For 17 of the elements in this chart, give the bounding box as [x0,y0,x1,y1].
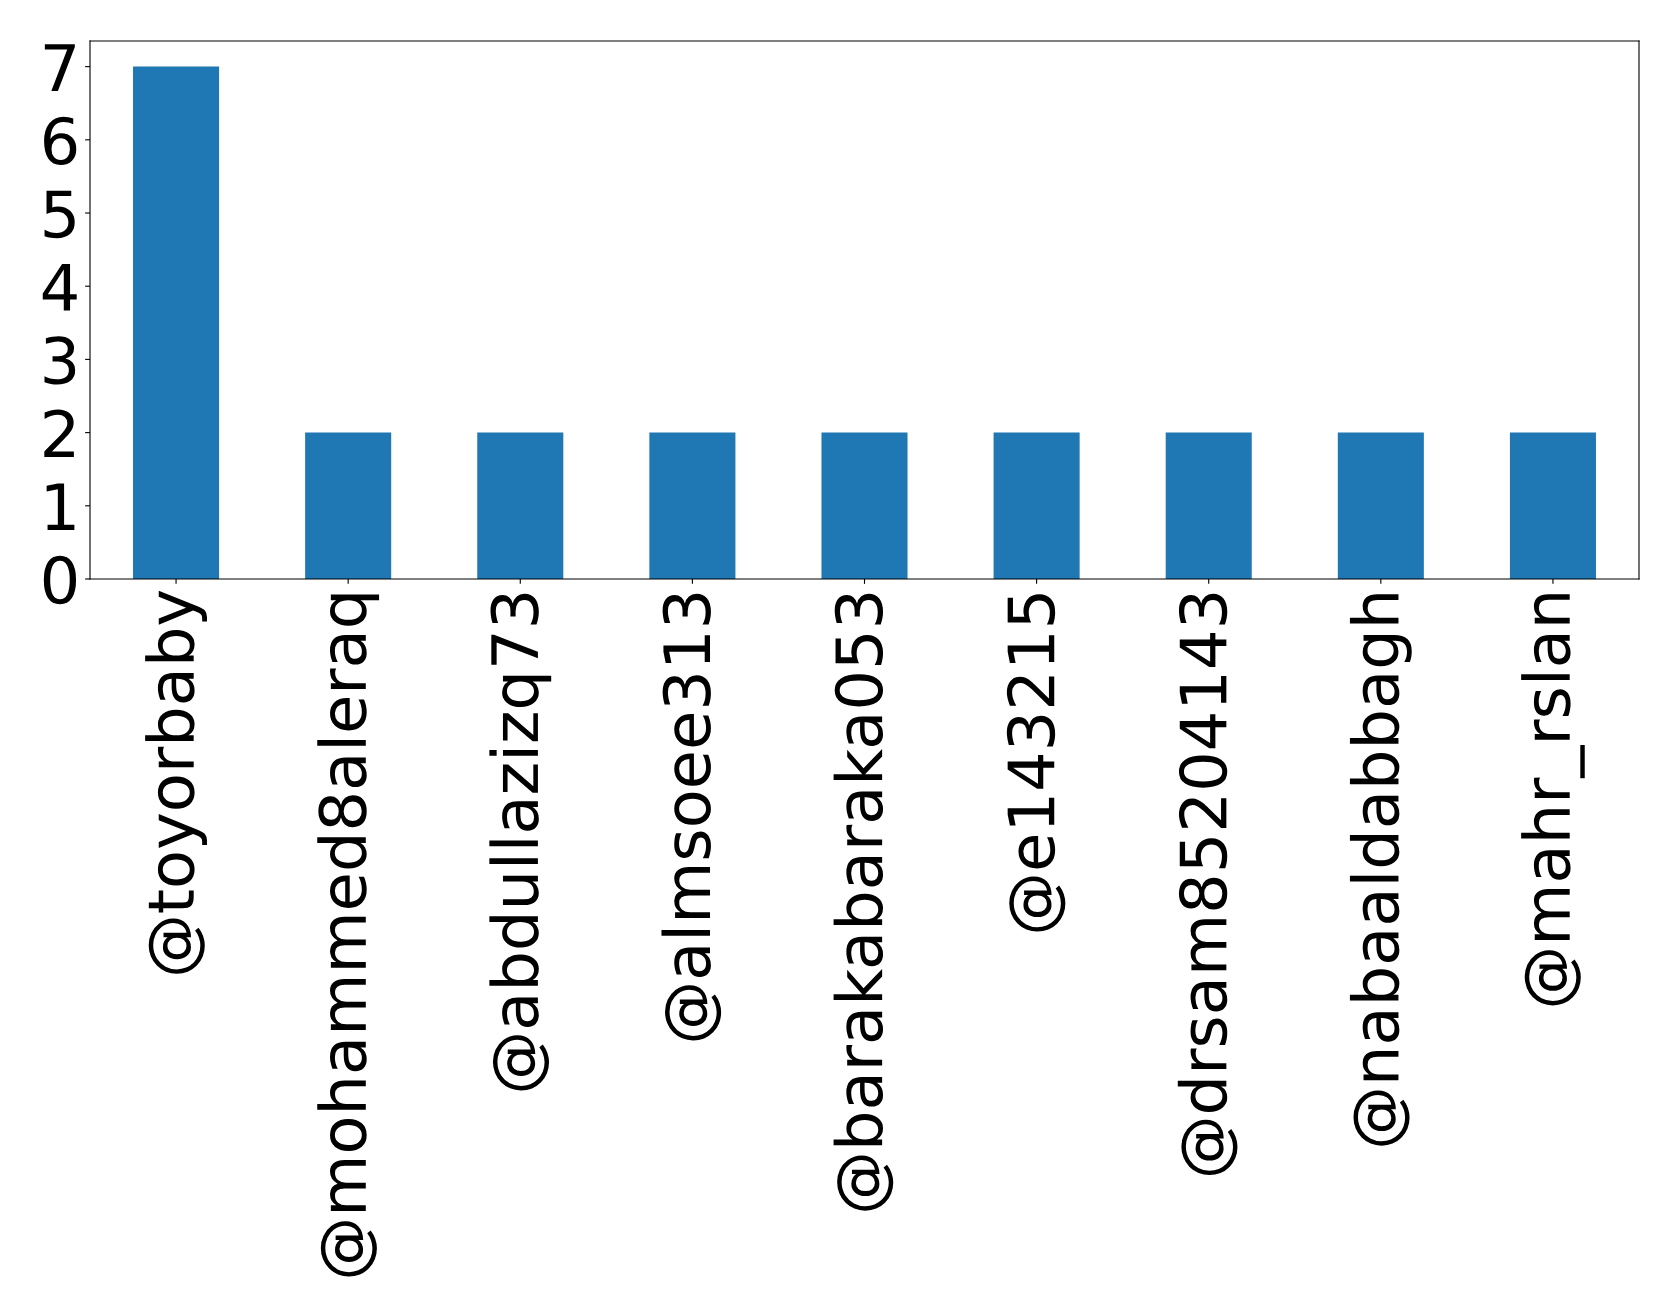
x-tick-label: @barakabaraka053 [833,593,894,1211]
x-tick-label: @toyorbaby [145,590,207,974]
x-tick-label: @drsam85204143 [1177,593,1238,1176]
x-tick-label: @mohammed8aleraq [317,594,380,1277]
y-tick-label: 6 [44,116,77,165]
y-tick-label: 2 [44,409,74,457]
x-tick-label: @nabaaldabbagh [1349,594,1412,1146]
y-tick-label: 3 [44,336,76,385]
y-tick-label: 0 [43,555,77,605]
y-tick-label: 4 [42,263,77,311]
y-tick-label: 7 [44,44,75,91]
x-tick-label: @e143215 [1006,594,1066,932]
y-tick-label: 5 [44,190,75,239]
x-tick-label: @almsoee313 [661,593,722,1041]
x-tick-label: @abdullazizq73 [489,593,552,1091]
y-tick-label: 1 [46,483,75,531]
x-tick-label: @mahr_rslan [1521,594,1585,1006]
